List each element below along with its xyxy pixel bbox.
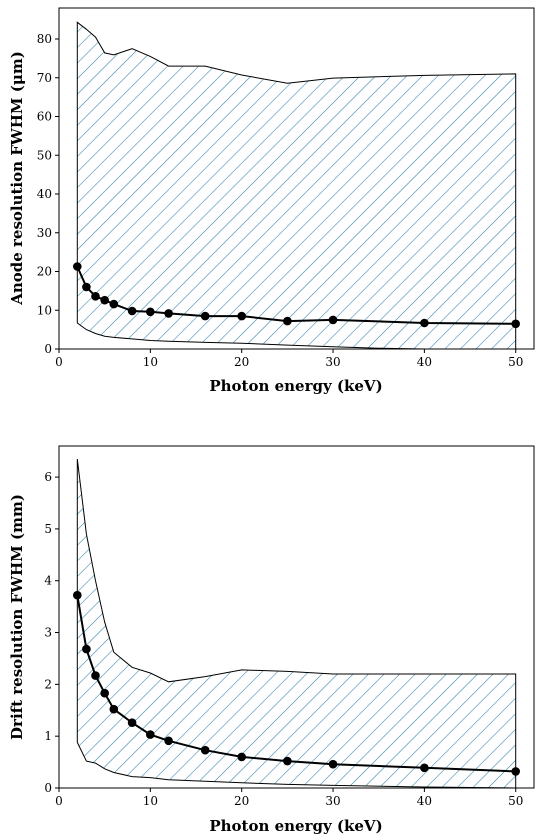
bottom-chart-data-point [420,763,429,773]
top-chart-axes-layer: 0 10 20 30 40 50 0 10 20 30 40 50 60 70 80 [37,32,524,369]
top-chart: 0 10 20 30 40 50 0 10 20 30 40 50 60 70 80 Photon ener… [8,7,535,395]
bottom-chart-x-tick-label: 40 [417,794,432,808]
bottom-chart-data-point [511,767,520,776]
bottom-chart-xlabel: Photon energy (keV) [209,817,382,835]
top-chart-data-point [237,311,246,321]
bottom-chart-y-tick-label: 0 [44,781,52,795]
top-chart-data-point [146,307,155,317]
bottom-chart-y-tick-label: 3 [44,626,52,640]
bottom-chart-y-tick-label: 5 [44,522,52,536]
top-chart-x-tick-label: 0 [55,355,63,369]
top-chart-band [76,21,517,350]
bottom-chart-data-point [164,736,173,746]
top-chart-xlabel: Photon energy (keV) [209,377,382,395]
top-chart-data-point [127,306,137,316]
top-chart-y-tick-label: 30 [37,226,52,240]
top-chart-data-point [328,315,338,325]
top-chart-data-point [420,318,429,328]
top-chart-data-point [200,311,210,321]
top-chart-y-tick-label: 50 [37,148,52,162]
bottom-chart-y-tick-label: 6 [44,470,52,484]
bottom-chart-data-point [146,730,155,739]
top-chart-data-point [511,319,520,329]
bottom-chart-y-tick-label: 1 [44,729,52,743]
top-chart-data-point [91,292,100,301]
top-chart-y-tick-label: 60 [37,110,52,124]
bottom-chart-data-point [91,671,100,680]
bottom-chart-data-point [109,704,119,714]
top-chart-data-point [82,282,91,292]
top-chart-ylabel: Anode resolution FWHM (μm) [8,51,26,306]
bottom-chart-series-layer [73,590,520,776]
top-chart-x-tick-label: 20 [234,355,249,369]
bottom-chart: 0 10 20 30 40 50 0 1 2 3 4 5 6 Photon energy (keV) D… [8,445,535,835]
top-chart-data-point [283,316,292,326]
bottom-chart-band-layer [76,458,517,789]
bottom-chart-x-tick-label: 10 [143,794,158,808]
top-chart-x-tick-label: 40 [417,355,432,369]
top-chart-x-tick-label: 10 [143,355,158,369]
top-chart-y-tick-label: 10 [37,303,52,317]
top-chart-x-tick-label: 30 [325,355,340,369]
bottom-chart-axes-layer: 0 10 20 30 40 50 0 1 2 3 4 5 6 [44,470,523,808]
bottom-chart-band [76,458,517,789]
bottom-chart-data-point [73,590,82,600]
top-chart-data-point [109,299,119,309]
bottom-chart-frame [58,445,535,789]
bottom-chart-data-point [100,688,109,698]
bottom-chart-x-tick-label: 0 [55,794,63,808]
top-chart-data-point [73,262,82,271]
bottom-chart-data-point [200,745,210,755]
bottom-chart-data-point [283,756,292,766]
bottom-chart-data-point [237,752,246,762]
bottom-chart-data-point [127,718,137,727]
bottom-chart-y-tick-label: 2 [44,677,52,691]
top-chart-y-tick-label: 70 [37,71,52,85]
top-chart-y-tick-label: 20 [37,265,52,279]
top-chart-series-layer [73,262,520,329]
bottom-chart-ylabel: Drift resolution FWHM (mm) [8,494,26,740]
top-chart-y-tick-label: 0 [44,342,52,356]
top-chart-data-point [164,309,173,318]
bottom-chart-data-point [82,644,91,654]
bottom-chart-x-tick-label: 50 [508,794,523,808]
bottom-chart-y-tick-label: 4 [44,574,52,588]
top-chart-frame [58,7,535,350]
bottom-chart-x-tick-label: 30 [325,794,340,808]
bottom-chart-data-point [328,759,338,769]
top-chart-x-tick-label: 50 [508,355,523,369]
bottom-chart-x-tick-label: 20 [234,794,249,808]
top-chart-y-tick-label: 80 [37,32,52,46]
top-chart-y-tick-label: 40 [37,187,52,201]
top-chart-band-layer [76,21,517,350]
top-chart-data-point [100,295,109,305]
